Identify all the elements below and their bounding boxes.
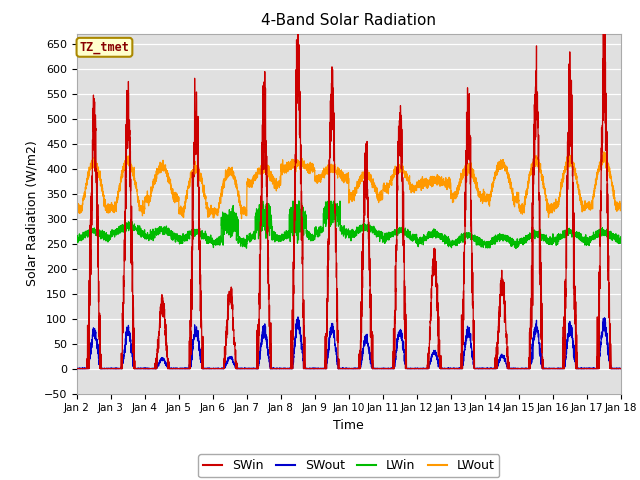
LWin [73, 236, 81, 241]
Title: 4-Band Solar Radiation: 4-Band Solar Radiation [261, 13, 436, 28]
LWout [498, 160, 506, 166]
SWout [525, 365, 532, 371]
LWout [73, 207, 81, 213]
Text: TZ_tmet: TZ_tmet [79, 41, 129, 54]
LWin [525, 235, 532, 240]
SWin [186, 366, 193, 372]
Line: LWin: LWin [77, 201, 621, 249]
Legend: SWin, SWout, LWin, LWout: SWin, SWout, LWin, LWout [198, 455, 499, 477]
SWout [73, 366, 81, 372]
SWout [73, 366, 81, 372]
LWin [259, 198, 267, 204]
LWout [237, 216, 245, 222]
Y-axis label: Solar Radiation (W/m2): Solar Radiation (W/m2) [25, 141, 38, 287]
LWout [539, 176, 547, 181]
LWin [539, 232, 547, 238]
LWin [186, 236, 193, 242]
LWin [398, 225, 406, 231]
LWin [369, 226, 377, 232]
SWin [398, 179, 406, 184]
SWin [539, 366, 547, 372]
LWin [498, 237, 506, 242]
SWout [398, 336, 406, 342]
SWin [525, 366, 532, 372]
SWin [498, 283, 506, 289]
SWout [617, 366, 625, 372]
SWin [294, 25, 302, 31]
SWin [73, 366, 81, 372]
SWout [186, 361, 193, 367]
SWout [294, 314, 302, 320]
LWout [398, 168, 406, 174]
LWin [617, 234, 625, 240]
SWin [617, 366, 625, 372]
SWout [539, 366, 547, 372]
LWout [525, 180, 532, 186]
SWout [499, 353, 506, 359]
LWout [186, 179, 193, 184]
Line: LWout: LWout [77, 152, 621, 219]
LWout [369, 180, 377, 186]
SWout [369, 366, 377, 372]
SWin [369, 366, 377, 372]
Line: SWin: SWin [77, 28, 621, 369]
X-axis label: Time: Time [333, 419, 364, 432]
Line: SWout: SWout [77, 317, 621, 369]
LWin [512, 246, 520, 252]
LWout [600, 149, 608, 155]
LWout [617, 203, 625, 209]
